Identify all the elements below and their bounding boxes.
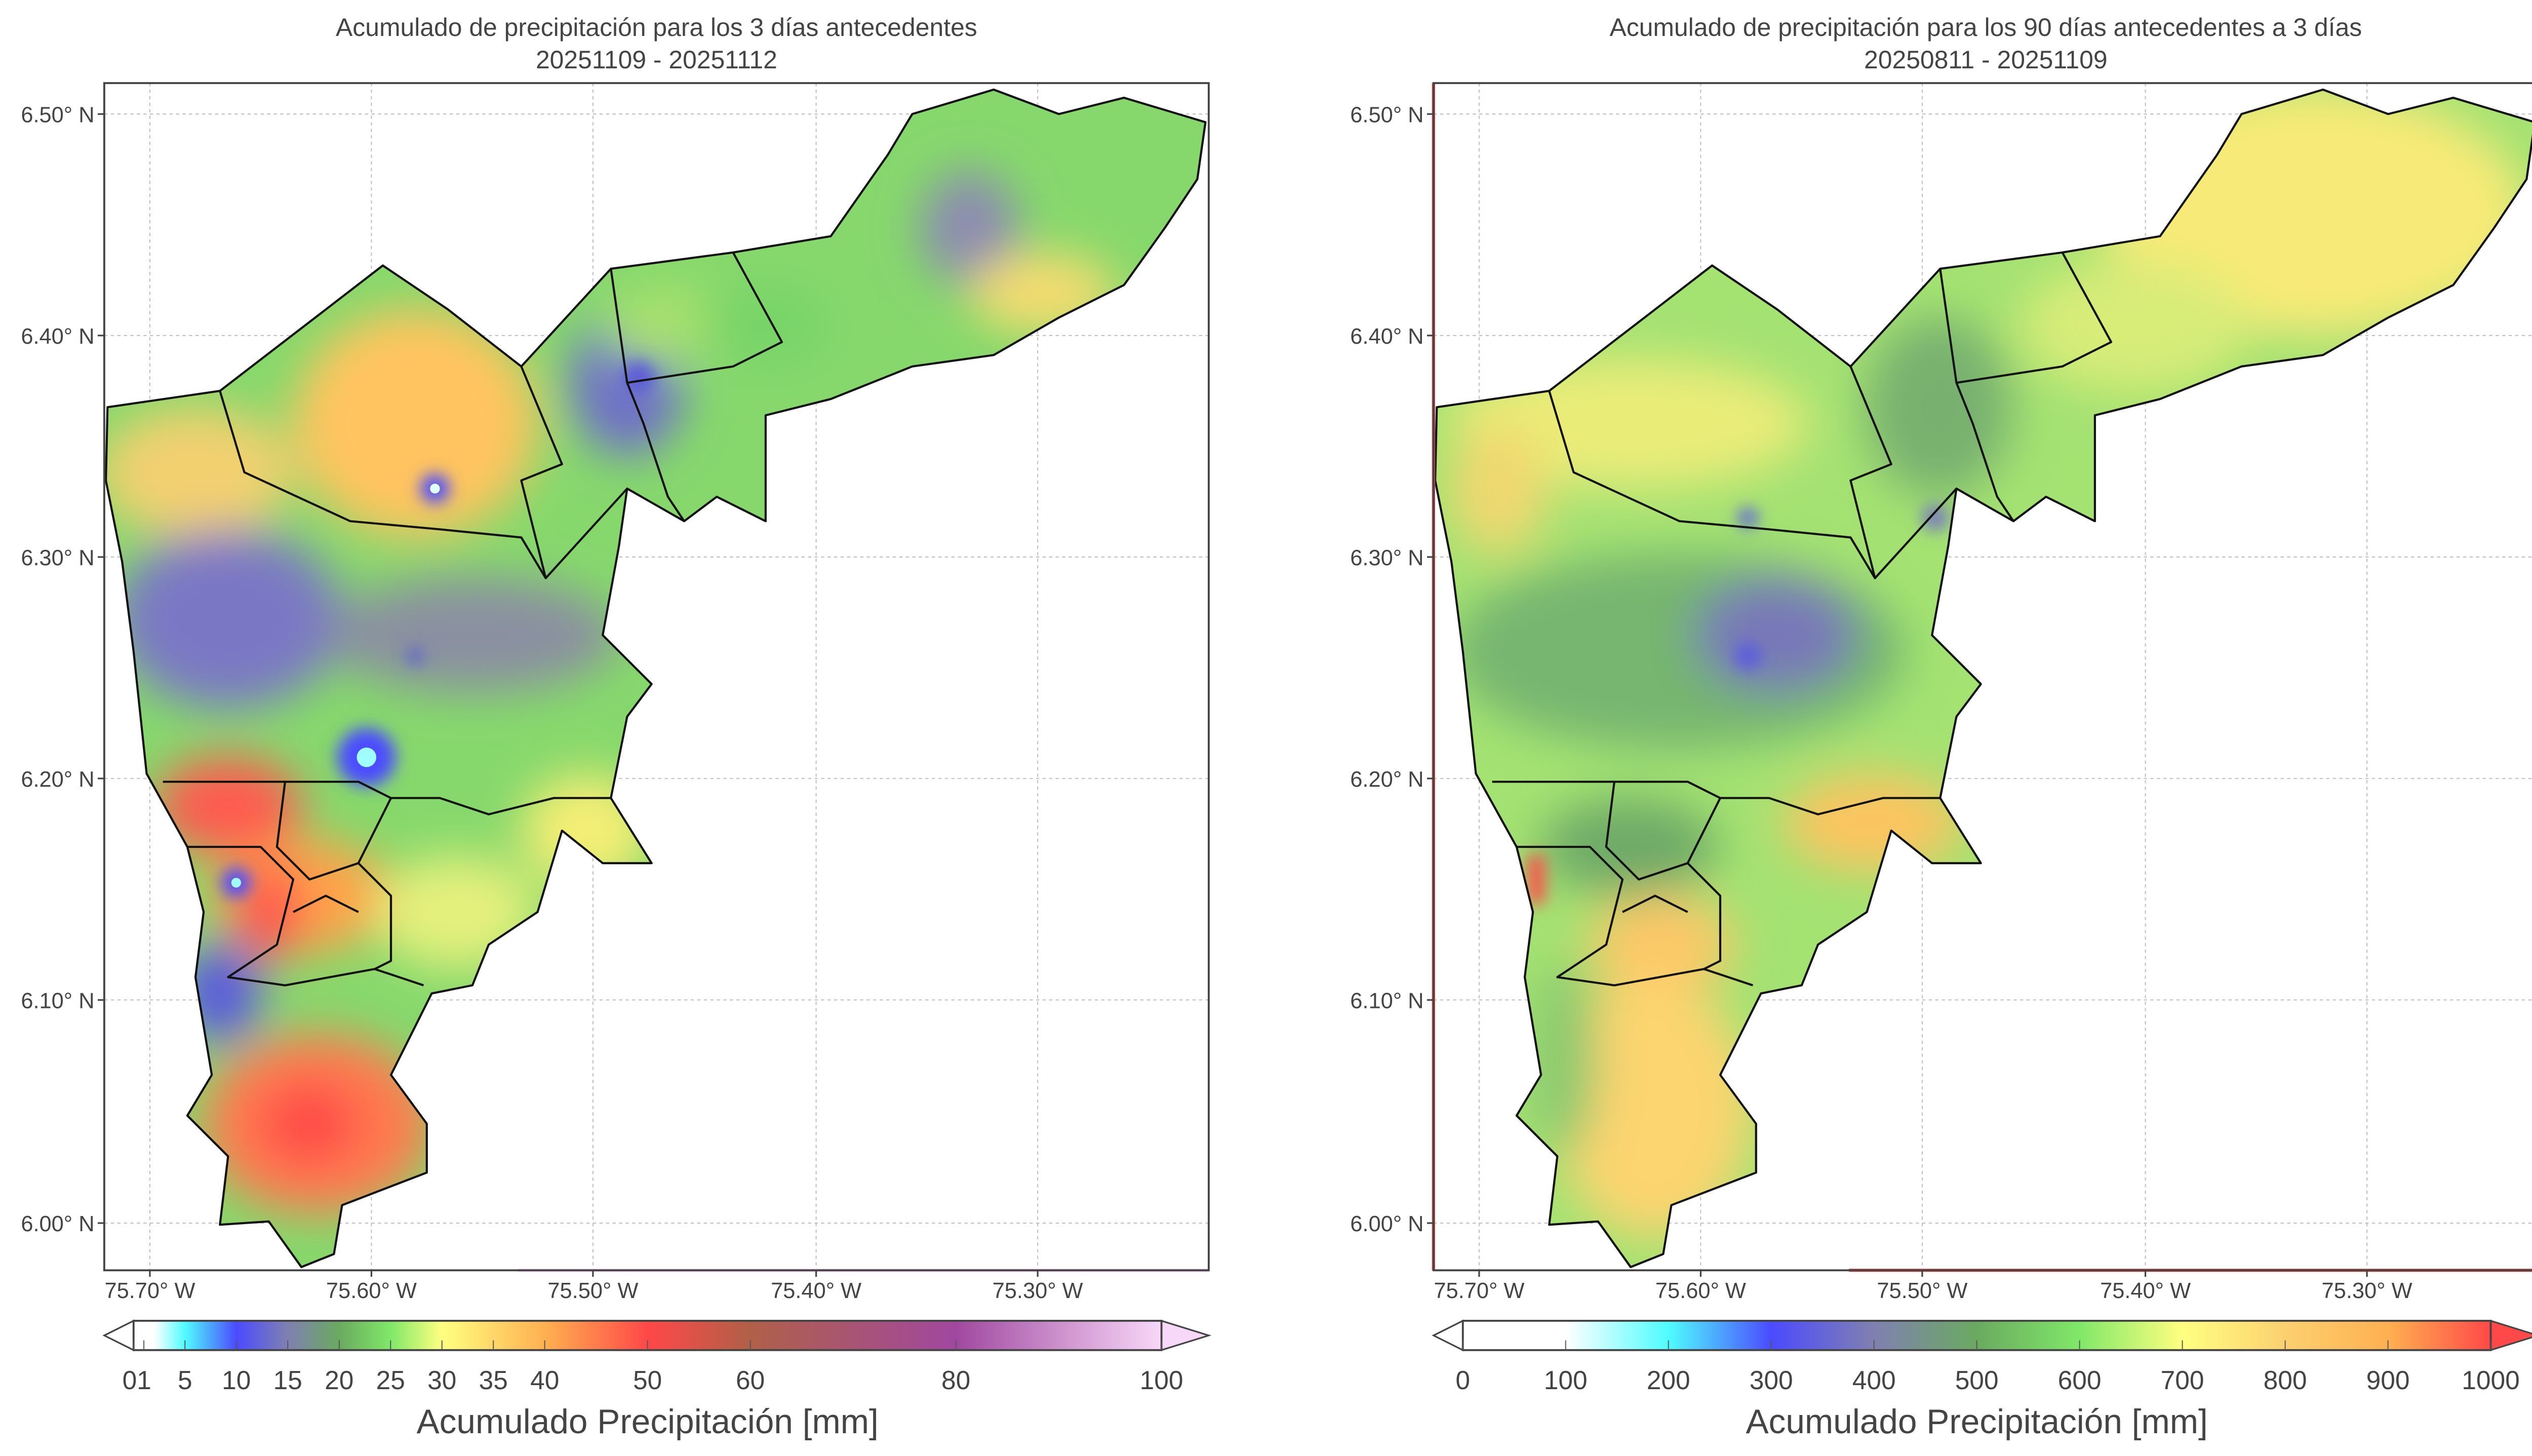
district-boundaries bbox=[1434, 88, 2532, 1268]
colorbar-extend-over bbox=[2489, 1319, 2532, 1352]
lon-tick-label: 75.40° W bbox=[2100, 1279, 2191, 1303]
district-boundary bbox=[1939, 268, 2014, 522]
lat-tick-label: 6.20° N bbox=[1350, 767, 1423, 792]
colorbar-tick-label: 200 bbox=[1647, 1365, 1690, 1395]
colorbar-tick-label: 40 bbox=[530, 1365, 559, 1395]
colorbar-tick-label: 100 bbox=[1140, 1365, 1183, 1395]
lon-tick-label: 75.50° W bbox=[1877, 1279, 1967, 1303]
map-title-line2: 20250811 - 20251109 bbox=[1864, 46, 2108, 74]
district-boundaries bbox=[105, 88, 1207, 1268]
lat-tick-label: 6.50° N bbox=[1350, 103, 1423, 127]
colorbar-tick-label: 50 bbox=[633, 1365, 662, 1395]
lon-tick-label: 75.30° W bbox=[993, 1279, 1083, 1303]
colorbar-label: Acumulado Precipitación [mm] bbox=[1746, 1403, 2208, 1441]
colorbar-tick-label: 300 bbox=[1750, 1365, 1793, 1395]
district-boundary bbox=[1849, 366, 1957, 580]
colorbar-tick-label: 25 bbox=[376, 1365, 405, 1395]
axis-ticks: 6.50° N 6.40° N 6.30° N 6.20° N 6.10° N 6.00°… bbox=[21, 103, 1083, 1303]
lon-tick-label: 75.60° W bbox=[1655, 1279, 1746, 1303]
district-boundary bbox=[520, 366, 628, 580]
district-boundary bbox=[358, 862, 392, 970]
colorbar-tick-label: 700 bbox=[2161, 1365, 2204, 1395]
district-boundary bbox=[1687, 862, 1722, 970]
district-boundary bbox=[219, 390, 547, 579]
colorbar-tick-label: 500 bbox=[1955, 1365, 1999, 1395]
region-outline bbox=[1434, 88, 2532, 1268]
lon-tick-label: 75.70° W bbox=[104, 1279, 195, 1303]
colorbar-tick-label: 0 bbox=[1455, 1365, 1470, 1395]
map-title-line2: 20251109 - 20251112 bbox=[536, 46, 777, 74]
district-boundary bbox=[610, 268, 685, 522]
axes-frame bbox=[1432, 82, 2532, 1272]
lat-tick-label: 6.00° N bbox=[21, 1212, 94, 1236]
colorbar-tick-label: 100 bbox=[1544, 1365, 1588, 1395]
map-title-line1: Acumulado de precipitación para los 3 dí… bbox=[336, 13, 977, 42]
lon-tick-label: 75.50° W bbox=[547, 1279, 638, 1303]
colorbar-3-days: 01 5 10 15 20 25 30 35 40 50 60 80 100 Acumulado Prec… bbox=[102, 1319, 1212, 1441]
colorbar-extend-under bbox=[1432, 1319, 1464, 1352]
district-boundary bbox=[187, 845, 424, 987]
colorbar-tick-label: 20 bbox=[325, 1365, 353, 1395]
lat-tick-label: 6.50° N bbox=[21, 103, 94, 127]
lat-tick-label: 6.00° N bbox=[1350, 1212, 1423, 1236]
colorbar-tick-label: 10 bbox=[222, 1365, 251, 1395]
district-boundary bbox=[1516, 845, 1753, 987]
colorbar-label: Acumulado Precipitación [mm] bbox=[417, 1403, 879, 1441]
lat-tick-label: 6.30° N bbox=[1350, 546, 1423, 570]
lon-tick-label: 75.40° W bbox=[771, 1279, 861, 1303]
precipitation-field-90-days bbox=[1435, 90, 2532, 1267]
map-title-line1: Acumulado de precipitación para los 90 d… bbox=[1609, 13, 2362, 42]
lat-tick-label: 6.20° N bbox=[21, 767, 94, 792]
colorbar-tick-label: 60 bbox=[736, 1365, 765, 1395]
district-boundary bbox=[1548, 390, 1876, 579]
colorbar-90-days: 0 100 200 300 400 500 600 700 800 900 1000 Acumulad… bbox=[1432, 1319, 2532, 1441]
lat-tick-label: 6.10° N bbox=[21, 989, 94, 1013]
map-panel-3-days: Acumulado de precipitación para los 3 dí… bbox=[21, 13, 1212, 1441]
lat-tick-label: 6.40° N bbox=[21, 325, 94, 349]
district-boundary bbox=[293, 895, 359, 913]
district-boundary bbox=[1622, 895, 1688, 913]
lat-tick-label: 6.40° N bbox=[1350, 325, 1423, 349]
district-boundary bbox=[275, 781, 392, 881]
colorbar-tick-label: 01 bbox=[123, 1365, 151, 1395]
district-boundary bbox=[1492, 781, 1941, 816]
colorbar-tick-label: 35 bbox=[479, 1365, 508, 1395]
axis-ticks: 6.50° N 6.40° N 6.30° N 6.20° N 6.10° N 6.00°… bbox=[1350, 103, 2412, 1303]
colorbar-tick-label: 400 bbox=[1852, 1365, 1896, 1395]
lon-tick-label: 75.60° W bbox=[326, 1279, 417, 1303]
colorbar-tick-label: 900 bbox=[2366, 1365, 2410, 1395]
colorbar-tick-label: 600 bbox=[2058, 1365, 2102, 1395]
lon-tick-label: 75.30° W bbox=[2322, 1279, 2412, 1303]
colorbar-tick-label: 80 bbox=[941, 1365, 970, 1395]
precipitation-field-3-days bbox=[106, 90, 1206, 1267]
colorbar-extend-under bbox=[102, 1319, 135, 1352]
district-boundary bbox=[163, 781, 611, 816]
district-boundary bbox=[1605, 781, 1721, 881]
axes-frame bbox=[103, 82, 1210, 1272]
colorbar-tick-label: 5 bbox=[178, 1365, 192, 1395]
lon-tick-label: 75.70° W bbox=[1434, 1279, 1524, 1303]
district-boundary bbox=[1956, 252, 2113, 384]
lat-tick-label: 6.30° N bbox=[21, 546, 94, 570]
colorbar-tick-label: 15 bbox=[273, 1365, 302, 1395]
colorbar-tick-label: 1000 bbox=[2462, 1365, 2519, 1395]
map-panel-90-days: Acumulado de precipitación para los 90 d… bbox=[1350, 13, 2532, 1441]
region-outline bbox=[105, 88, 1207, 1268]
colorbar-tick-label: 800 bbox=[2264, 1365, 2307, 1395]
colorbar-extend-over bbox=[1160, 1319, 1212, 1352]
lat-tick-label: 6.10° N bbox=[1350, 989, 1423, 1013]
colorbar-tick-label: 30 bbox=[427, 1365, 456, 1395]
district-boundary bbox=[627, 252, 783, 384]
